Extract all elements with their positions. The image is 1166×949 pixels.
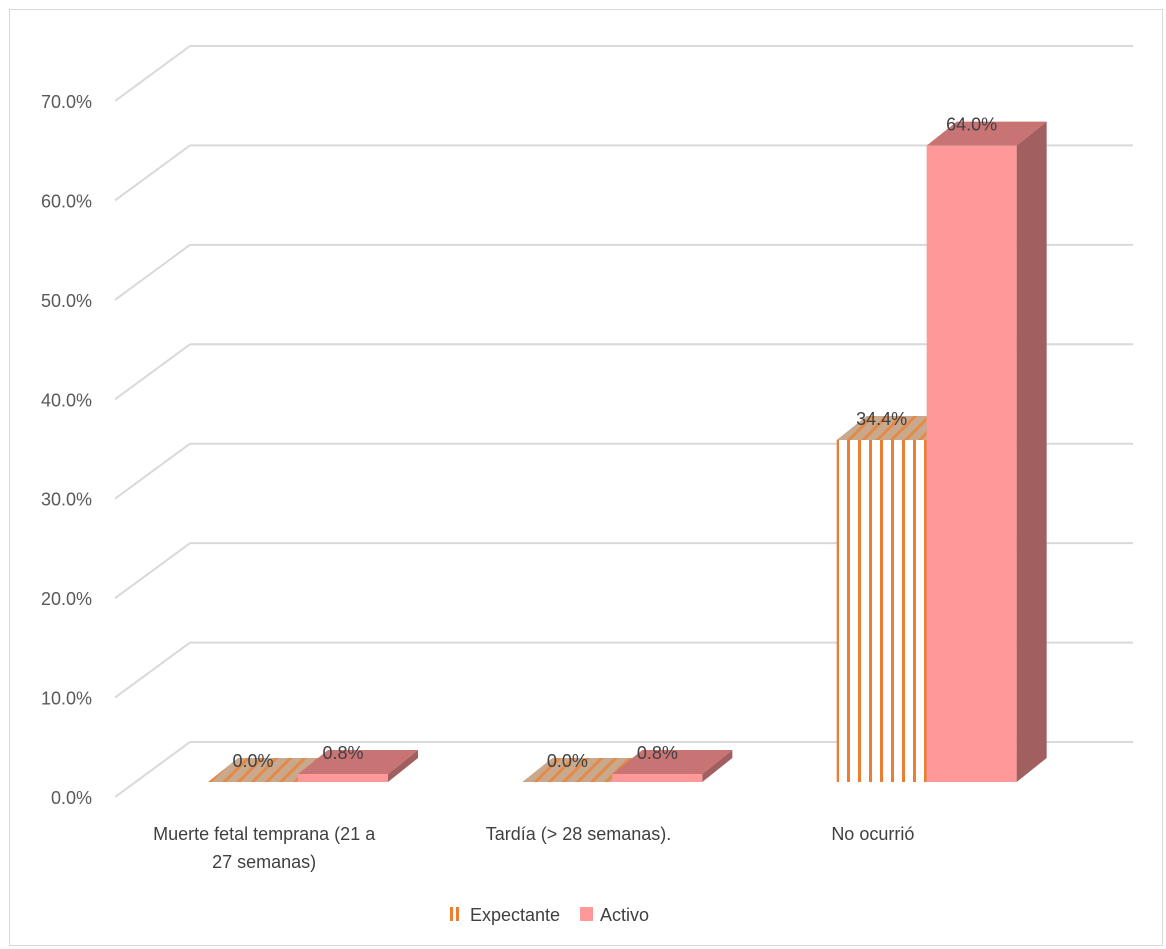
bar-activo-top xyxy=(612,750,733,775)
data-label: 0.0% xyxy=(547,751,588,771)
y-tick-label: 60.0% xyxy=(41,191,92,211)
data-label: 34.4% xyxy=(856,409,907,429)
bar-activo-front xyxy=(298,774,388,782)
category-label: Muerte fetal temprana (21 a xyxy=(153,824,376,844)
data-labels: 0.0% 0.8% 0.0% 0.8% 34.4% 64.0% xyxy=(232,115,997,771)
legend-label: Expectante xyxy=(470,905,560,925)
legend: Expectante Activo xyxy=(450,905,649,925)
legend-swatch-expectante xyxy=(450,907,453,921)
gridline-diagonal xyxy=(114,442,191,500)
category-label: 27 semanas) xyxy=(212,852,316,872)
bar-activo-side xyxy=(1016,121,1047,782)
data-label: 0.8% xyxy=(322,743,363,763)
y-tick-label: 70.0% xyxy=(41,92,92,112)
bar-activo-top xyxy=(926,121,1047,146)
legend-swatch-activo xyxy=(580,907,593,921)
y-tick-label: 30.0% xyxy=(41,490,92,510)
gridline-diagonal xyxy=(114,45,191,102)
category-label: Tardía (> 28 semanas). xyxy=(486,824,672,844)
y-tick-label: 10.0% xyxy=(41,689,92,709)
gridline-diagonal xyxy=(114,343,191,401)
y-tick-label: 20.0% xyxy=(41,589,92,609)
y-tick-label: 50.0% xyxy=(41,291,92,311)
bar-activo-side xyxy=(702,750,733,782)
gridline-diagonal xyxy=(114,542,191,599)
bars xyxy=(208,121,1047,782)
legend-label: Activo xyxy=(600,905,649,925)
bar-activo-top xyxy=(298,750,418,775)
gridline-diagonal xyxy=(114,144,191,202)
data-label: 0.8% xyxy=(637,743,678,763)
gridline-diagonal xyxy=(114,741,191,798)
category-label: No ocurrió xyxy=(831,824,914,844)
bar-activo-side xyxy=(388,750,418,782)
gridline-diagonal xyxy=(114,244,191,301)
data-label: 0.0% xyxy=(232,751,273,771)
bar-activo-front xyxy=(612,774,703,782)
gridline-diagonal xyxy=(114,641,191,699)
y-axis: 0.0% 10.0% 20.0% 30.0% 40.0% 50.0% 60.0% 70.0% xyxy=(41,92,92,808)
x-axis: Muerte fetal temprana (21 a 27 semanas) Ta… xyxy=(153,824,914,872)
bar-expectante-front xyxy=(836,439,927,782)
data-label: 64.0% xyxy=(946,115,997,135)
legend-swatch-expectante xyxy=(456,907,459,921)
bar-activo-front xyxy=(926,145,1017,782)
y-tick-label: 40.0% xyxy=(41,390,92,410)
y-tick-label: 0.0% xyxy=(51,788,92,808)
